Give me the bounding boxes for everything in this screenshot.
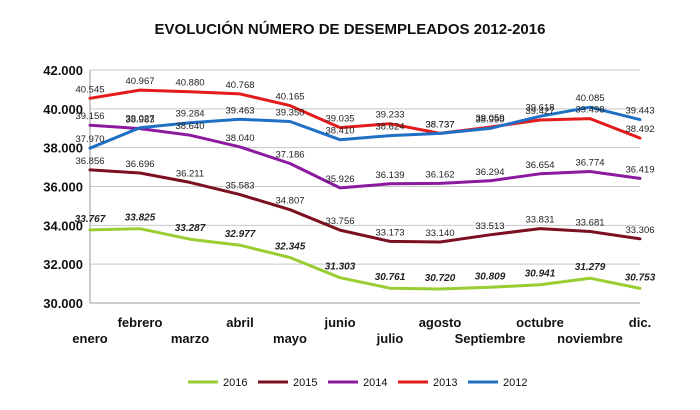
data-label: 40.165 xyxy=(275,92,304,103)
data-label: 31.279 xyxy=(575,262,606,273)
data-label: 36.696 xyxy=(125,159,154,170)
data-label: 33.287 xyxy=(175,223,206,234)
data-label: 34.807 xyxy=(275,196,304,207)
data-label: 30.809 xyxy=(475,271,506,282)
chart-title: EVOLUCIÓN NÚMERO DE DESEMPLEADOS 2012-20… xyxy=(155,20,546,38)
data-label: 30.753 xyxy=(625,272,656,283)
x-tick-label: Septiembre xyxy=(455,331,526,346)
data-label: 33.140 xyxy=(425,228,454,239)
series-line-2012 xyxy=(88,105,642,150)
data-label: 39.035 xyxy=(325,114,354,125)
data-label: 40.768 xyxy=(225,80,254,91)
data-label: 38.990 xyxy=(475,114,504,125)
series-lines xyxy=(88,88,642,291)
series-line-2015 xyxy=(88,168,642,244)
data-label: 30.761 xyxy=(375,272,406,283)
x-tick-label: abril xyxy=(226,315,253,330)
data-label: 36.856 xyxy=(75,156,104,167)
data-label: 39.427 xyxy=(525,106,554,117)
data-label: 39.156 xyxy=(75,111,104,122)
data-label: 38.737 xyxy=(425,119,454,130)
data-label: 38.737 xyxy=(425,119,454,130)
data-label: 33.831 xyxy=(525,215,554,226)
x-tick-label: julio xyxy=(376,331,404,346)
x-tick-label: octubre xyxy=(516,315,564,330)
legend-label: 2012 xyxy=(503,377,527,389)
data-label: 38.492 xyxy=(625,124,654,135)
data-label: 39.618 xyxy=(525,102,554,113)
data-label: 30.720 xyxy=(425,273,456,284)
data-label: 40.545 xyxy=(75,84,104,95)
gridlines xyxy=(90,69,640,304)
legend: 2016 2015 2014 2013 2012 xyxy=(188,377,527,389)
data-label: 36.162 xyxy=(425,169,454,180)
x-tick-label: agosto xyxy=(419,315,462,330)
data-label: 33.173 xyxy=(375,227,404,238)
x-tick-label: febrero xyxy=(118,315,163,330)
y-tick-label: 40.000 xyxy=(43,102,83,117)
data-label: 36.774 xyxy=(575,157,604,168)
data-label: 40.967 xyxy=(125,76,154,87)
data-label: 38.410 xyxy=(325,126,354,137)
data-label: 32.345 xyxy=(275,241,306,252)
legend-label: 2016 xyxy=(223,377,247,389)
data-label: 36.294 xyxy=(475,167,504,178)
y-tick-label: 36.000 xyxy=(43,180,83,195)
data-label: 39.233 xyxy=(375,110,404,121)
x-tick-label: enero xyxy=(72,331,107,346)
data-label: 37.186 xyxy=(275,149,304,160)
data-label: 36.139 xyxy=(375,170,404,181)
series-line-2016 xyxy=(88,227,642,291)
data-label: 35.583 xyxy=(225,181,254,192)
data-label: 38.983 xyxy=(125,115,154,126)
x-tick-label: mayo xyxy=(273,331,307,346)
data-label: 39.443 xyxy=(625,106,654,117)
data-label: 32.977 xyxy=(225,229,256,240)
y-tick-label: 38.000 xyxy=(43,141,83,156)
data-label: 30.941 xyxy=(525,269,556,280)
legend-label: 2014 xyxy=(363,377,387,389)
series-line-2013 xyxy=(88,88,642,140)
data-label: 38.040 xyxy=(225,133,254,144)
data-label: 40.880 xyxy=(175,78,204,89)
y-tick-label: 34.000 xyxy=(43,218,83,233)
y-tick-label: 30.000 xyxy=(43,296,83,311)
series-line-2014 xyxy=(88,123,642,190)
data-label: 33.767 xyxy=(75,214,106,225)
data-label: 39.350 xyxy=(275,107,304,118)
x-tick-label: junio xyxy=(323,315,355,330)
data-label: 33.513 xyxy=(475,221,504,232)
x-tick-label: noviembre xyxy=(557,331,623,346)
data-label: 35.926 xyxy=(325,174,354,185)
data-label: 38.624 xyxy=(375,122,404,133)
data-label: 36.654 xyxy=(525,160,554,171)
legend-label: 2015 xyxy=(293,377,317,389)
data-label: 36.211 xyxy=(176,168,204,179)
x-tick-label: dic. xyxy=(629,315,651,330)
data-label: 36.419 xyxy=(625,164,654,175)
data-label: 33.681 xyxy=(575,218,604,229)
data-label: 39.027 xyxy=(125,114,154,125)
x-tick-label: marzo xyxy=(171,331,209,346)
data-label: 39.284 xyxy=(175,109,204,120)
y-tick-label: 42.000 xyxy=(43,63,83,78)
data-label: 39.463 xyxy=(225,105,254,116)
data-label: 39.059 xyxy=(475,113,504,124)
data-label: 40.085 xyxy=(575,93,604,104)
data-label: 33.825 xyxy=(125,213,156,224)
data-label: 39.498 xyxy=(575,105,604,116)
data-label: 33.756 xyxy=(325,216,354,227)
legend-label: 2013 xyxy=(433,377,457,389)
data-label: 31.303 xyxy=(325,262,356,273)
data-label: 33.306 xyxy=(625,225,654,236)
axes: 30.000 32.000 34.000 36.000 38.000 40.000 42.0… xyxy=(43,63,651,346)
data-label: 37.970 xyxy=(75,134,104,145)
data-label: 38.640 xyxy=(175,121,204,132)
data-labels: 33.767 33.825 33.287 32.977 32.345 31.303 30.7… xyxy=(75,76,656,284)
y-tick-label: 32.000 xyxy=(43,257,83,272)
